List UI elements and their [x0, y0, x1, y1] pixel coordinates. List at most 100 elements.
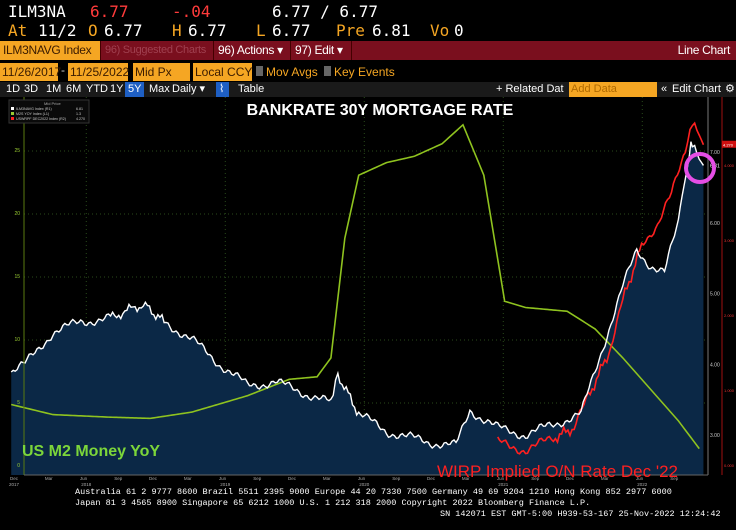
x-axis-year: 2018: [81, 482, 92, 487]
legend-item-label: M2S YOY Index (L1): [16, 112, 49, 116]
highlight-circle: [684, 152, 716, 184]
edit-chart-button[interactable]: Edit Chart: [672, 83, 721, 95]
left-axis-tick: 15: [14, 274, 20, 280]
mortgage-area: [11, 141, 704, 476]
left-axis-tick: 25: [14, 148, 20, 154]
x-axis-tick: Dec: [566, 476, 575, 481]
right2-axis-tick: 0.000: [724, 463, 735, 468]
actions-menu[interactable]: 96) Actions ▾: [215, 41, 291, 60]
x-axis-tick: Dec: [10, 476, 19, 481]
gear-icon[interactable]: ⚙: [725, 83, 735, 95]
legend-item-label: USWRPF DEC2022 Index (R2): [16, 117, 66, 121]
footer-session: SN 142071 EST GMT-5:00 H939-53-167 25-No…: [440, 509, 721, 519]
date-dash: -: [61, 63, 65, 77]
ticker: ILM3NA: [8, 2, 66, 21]
period-6m[interactable]: 6M: [66, 83, 82, 95]
period-max[interactable]: Max: [149, 83, 170, 95]
key-events-label[interactable]: Key Events: [334, 65, 395, 79]
collapse-icon[interactable]: «: [661, 83, 668, 95]
x-axis-tick: Sep: [392, 476, 401, 481]
last-price: 6.77: [90, 2, 129, 21]
frequency-select[interactable]: Daily ▾: [172, 83, 206, 95]
period-5y[interactable]: 5Y: [125, 82, 145, 97]
right2-axis-tick: 3.000: [724, 238, 735, 243]
security-field[interactable]: ILM3NAVG Index: [0, 41, 101, 60]
r2-last-value-badge: [722, 140, 736, 148]
chart-title: BANKRATE 30Y MORTGAGE RATE: [247, 102, 514, 119]
right1-axis-tick: 3.00: [710, 433, 720, 439]
bid-ask: 6.77 / 6.77: [272, 2, 378, 21]
x-axis-tick: Sep: [253, 476, 262, 481]
mov-avgs-label[interactable]: Mov Avgs: [266, 65, 318, 79]
add-data-input[interactable]: Add Data: [569, 82, 657, 97]
mortgage-series-line: [10, 141, 705, 449]
open-value: 6.77: [104, 21, 143, 40]
x-axis-tick: Dec: [288, 476, 297, 481]
legend-item-value: 4.270: [76, 117, 85, 121]
toolbar: ILM3NAVG Index 96) Suggested Charts 96) …: [0, 41, 736, 60]
x-axis-year: 2020: [359, 482, 370, 487]
x-axis-tick: Sep: [531, 476, 540, 481]
period-1y[interactable]: 1Y: [110, 83, 124, 95]
x-axis-tick: Dec: [427, 476, 436, 481]
x-axis-tick: Jun: [219, 476, 227, 481]
low-label: L: [256, 21, 266, 40]
low-value: 6.77: [272, 21, 311, 40]
volume-value: 0: [454, 21, 464, 40]
right1-axis-tick: 4.00: [710, 362, 720, 368]
end-date-input[interactable]: 11/25/2022: [68, 63, 130, 81]
x-axis-year: 2021: [498, 482, 509, 487]
x-axis-tick: Mar: [323, 476, 331, 481]
footer-contacts-1: Australia 61 2 9777 8600 Brazil 5511 239…: [75, 487, 672, 497]
price-type-select[interactable]: Mid Px: [133, 63, 190, 81]
start-date-input[interactable]: 11/26/2017: [0, 63, 62, 81]
high-label: H: [172, 21, 182, 40]
high-value: 6.77: [188, 21, 227, 40]
right2-axis-tick: 1.000: [724, 388, 735, 393]
currency-select[interactable]: Local CCY: [193, 63, 253, 81]
legend-title: Mid Price: [44, 101, 61, 106]
right1-axis-tick: 6.00: [710, 221, 720, 227]
suggested-charts-button[interactable]: 96) Suggested Charts: [102, 41, 214, 60]
legend-box: Mid Price ILM3NAVG Index (R1) 6.81 M2S YO…: [8, 99, 90, 124]
legend-item-value: 6.81: [76, 107, 83, 111]
right1-axis-tick: 5.00: [710, 292, 720, 298]
table-button[interactable]: Table: [238, 83, 265, 95]
x-axis-tick: Jun: [80, 476, 88, 481]
x-axis-tick: Jun: [358, 476, 366, 481]
x-axis-tick: Jun: [497, 476, 505, 481]
wirp-series-line: [497, 121, 705, 455]
line-chart: 25 20 15 10 5 0 7.00 6.00 5.00 4.00 3.00 4.000 3.000…: [0, 97, 736, 487]
related-data-button[interactable]: + Related Dat: [496, 83, 564, 95]
footer-contacts-2: Japan 81 3 4565 8900 Singapore 65 6212 1…: [75, 498, 591, 508]
chart-icon[interactable]: ⌇: [216, 82, 229, 97]
pre-value: 6.81: [372, 21, 411, 40]
key-events-checkbox[interactable]: [324, 66, 331, 76]
period-3d[interactable]: 3D: [24, 83, 39, 95]
wirp-annotation: WIRP Implied O/N Rate Dec '22: [437, 462, 678, 481]
edit-menu[interactable]: 97) Edit ▾: [292, 41, 352, 60]
x-axis-year: 2017: [9, 482, 20, 487]
volume-label: Vo: [430, 21, 450, 40]
mov-avgs-checkbox[interactable]: [256, 66, 263, 76]
at-date: 11/2: [38, 21, 77, 40]
period-bar: 1D 3D 1M 6M YTD 1Y 5Y Max Daily ▾ ⌇ Tabl…: [0, 82, 736, 97]
r2-last-value: 4.270: [723, 142, 734, 147]
chart-type-label: Line Chart: [677, 43, 731, 57]
at-label: At: [8, 21, 28, 40]
right2-axis-tick: 2.000: [724, 313, 735, 318]
right2-axis-tick: 4.000: [724, 163, 735, 168]
period-1m[interactable]: 1M: [46, 83, 62, 95]
x-axis-tick: Mar: [462, 476, 470, 481]
x-axis-tick: Mar: [45, 476, 53, 481]
period-ytd[interactable]: YTD: [86, 83, 108, 95]
period-1d[interactable]: 1D: [6, 83, 21, 95]
open-label: O: [88, 21, 98, 40]
left-axis-tick: 0: [17, 463, 20, 469]
left-axis-tick: 20: [14, 211, 20, 217]
x-axis-tick: Jun: [636, 476, 644, 481]
pre-label: Pre: [336, 21, 365, 40]
x-axis-tick: Sep: [114, 476, 123, 481]
price-change: -.04: [172, 2, 211, 21]
left-axis-tick: 5: [17, 400, 20, 406]
